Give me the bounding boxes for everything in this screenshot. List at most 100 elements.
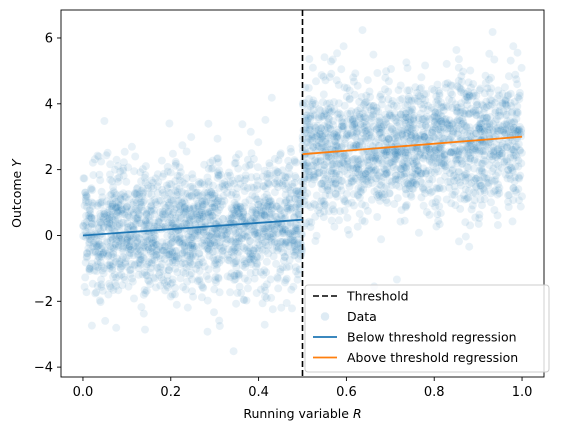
data-point	[94, 152, 103, 161]
data-point	[193, 276, 202, 286]
data-point	[111, 323, 121, 333]
data-point	[188, 232, 197, 242]
data-point	[204, 210, 214, 219]
data-point	[372, 212, 382, 222]
data-point	[126, 245, 135, 254]
data-point	[114, 201, 124, 210]
data-point	[508, 217, 517, 226]
data-point	[469, 91, 479, 100]
data-point	[408, 179, 418, 188]
data-point	[334, 80, 344, 90]
data-point	[114, 242, 123, 252]
data-point	[254, 137, 263, 147]
data-point	[293, 275, 302, 284]
data-point	[184, 262, 194, 271]
data-point	[399, 135, 409, 144]
data-point	[483, 119, 492, 129]
data-point	[438, 152, 447, 162]
data-point	[145, 212, 155, 221]
data-point	[134, 270, 144, 280]
data-point	[315, 168, 324, 177]
data-point	[269, 252, 278, 261]
data-point	[334, 216, 344, 225]
data-point	[155, 242, 164, 251]
data-point	[321, 76, 330, 85]
data-point	[283, 227, 293, 236]
data-point	[372, 174, 381, 183]
data-point	[245, 255, 255, 264]
data-point	[111, 281, 121, 291]
data-point	[447, 160, 457, 169]
data-point	[503, 127, 513, 136]
data-point	[332, 160, 342, 169]
data-point	[254, 205, 264, 215]
data-point	[188, 241, 197, 250]
data-point	[397, 171, 406, 181]
data-point	[261, 115, 270, 125]
data-point	[241, 232, 251, 241]
data-point	[306, 135, 315, 144]
data-point	[433, 80, 442, 89]
data-point	[188, 245, 198, 255]
data-point	[176, 213, 186, 223]
data-point	[168, 219, 178, 228]
data-point	[441, 161, 450, 171]
data-point	[150, 274, 160, 283]
data-point	[199, 212, 208, 221]
data-point	[182, 263, 191, 272]
data-point	[98, 250, 108, 259]
data-point	[158, 172, 167, 181]
data-point	[282, 238, 291, 247]
data-point	[140, 325, 150, 334]
data-point	[95, 170, 104, 179]
data-point	[381, 150, 391, 159]
data-point	[424, 175, 434, 184]
data-point	[224, 182, 234, 191]
data-point	[500, 99, 510, 108]
data-point	[381, 67, 391, 76]
data-point	[312, 191, 322, 200]
data-point	[243, 276, 253, 285]
data-point	[184, 232, 193, 242]
data-point	[283, 204, 292, 213]
data-point	[494, 111, 503, 121]
data-point	[198, 191, 207, 200]
data-point	[361, 136, 370, 146]
data-point	[82, 253, 91, 262]
data-point	[159, 246, 168, 256]
data-point	[166, 180, 176, 189]
data-point	[488, 125, 497, 135]
data-point	[363, 75, 373, 85]
data-point	[295, 224, 304, 233]
data-point	[396, 81, 405, 90]
data-point	[153, 181, 162, 191]
data-point	[129, 242, 138, 252]
data-point	[176, 167, 186, 177]
data-point	[446, 147, 456, 157]
data-point	[461, 185, 471, 194]
data-point	[434, 183, 444, 193]
data-point	[486, 95, 495, 104]
data-point	[512, 75, 521, 84]
data-point	[105, 170, 115, 179]
data-point	[402, 168, 411, 178]
data-point	[480, 156, 490, 166]
data-point	[482, 97, 491, 106]
data-point	[85, 264, 95, 273]
data-point	[474, 213, 484, 223]
data-point	[258, 299, 267, 308]
data-point	[456, 194, 465, 203]
data-point	[348, 176, 358, 186]
data-point	[211, 213, 220, 223]
data-point	[422, 128, 432, 138]
data-point	[347, 198, 356, 207]
data-point	[385, 148, 395, 157]
data-point	[396, 164, 406, 174]
data-point	[235, 212, 245, 222]
data-point	[507, 107, 517, 117]
data-point	[139, 309, 149, 318]
data-point	[154, 217, 163, 227]
data-point	[348, 121, 357, 130]
data-point	[159, 214, 168, 223]
data-point	[418, 121, 427, 131]
